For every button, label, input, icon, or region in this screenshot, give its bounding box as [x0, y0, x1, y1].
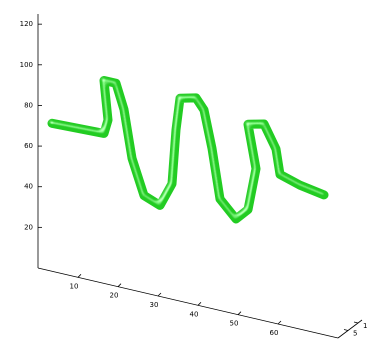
x-tick-label: 20	[110, 292, 119, 300]
x-tick	[78, 274, 81, 277]
chart: 20 40 60 80 100 120 10 20 30 40 50 60 5 10	[0, 0, 367, 343]
x-tick-label: 40	[190, 310, 199, 318]
y-tick-label: 10	[363, 322, 367, 330]
z-tick-label: 120	[20, 20, 33, 28]
z-tick-label: 40	[24, 183, 33, 191]
z-tick-label: 20	[24, 223, 33, 231]
x-tick-label: 30	[150, 301, 159, 309]
z-tick-label: 100	[20, 61, 33, 69]
x-tick-label: 10	[70, 282, 79, 290]
x-tick	[118, 284, 121, 287]
tube	[52, 81, 324, 220]
z-tick-label: 80	[24, 101, 33, 109]
x-tick	[278, 321, 281, 324]
x-tick-label: 50	[230, 320, 239, 328]
x-tick	[238, 312, 241, 315]
y-tick	[344, 330, 348, 331]
z-tick-label: 60	[24, 142, 33, 150]
y-axis	[338, 320, 362, 338]
x-tick	[198, 302, 201, 305]
x-axis	[38, 268, 338, 338]
y-tick	[354, 322, 358, 323]
x-tick-label: 60	[270, 329, 279, 337]
y-tick-label: 5	[353, 330, 357, 338]
x-tick	[158, 293, 161, 296]
